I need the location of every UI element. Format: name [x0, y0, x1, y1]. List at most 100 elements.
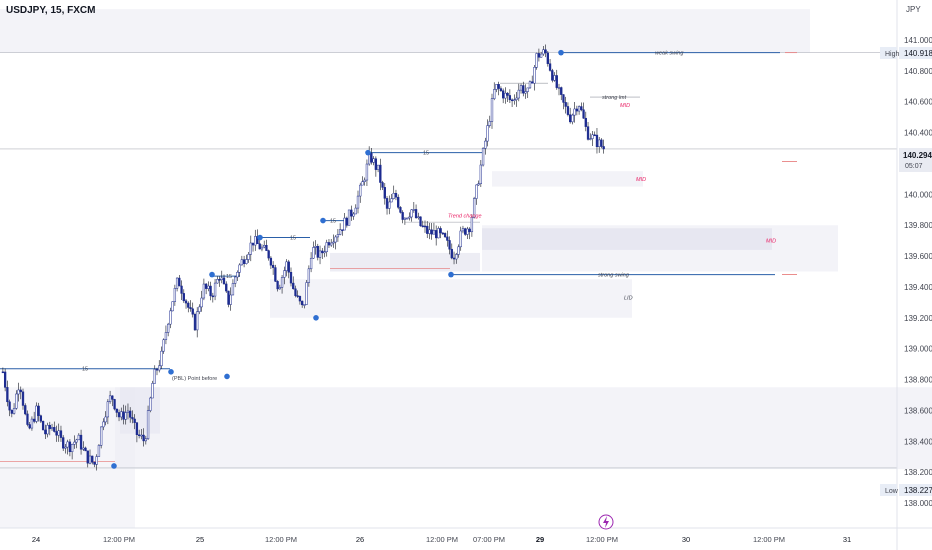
candle-body — [405, 217, 409, 220]
candle-body — [595, 134, 599, 147]
candle-body — [439, 228, 442, 234]
candle-body — [591, 134, 594, 139]
candle-body — [506, 92, 509, 96]
swing-point — [448, 271, 454, 278]
candle-body — [207, 285, 210, 289]
candle-body — [443, 233, 447, 238]
candle-body — [187, 302, 190, 308]
candle-body — [178, 277, 181, 287]
time-tick-label: 25 — [196, 535, 204, 544]
candle-body — [305, 282, 308, 305]
lightning-icon[interactable] — [598, 514, 614, 530]
candle-body — [517, 89, 520, 99]
candle-body — [421, 225, 424, 228]
candle-body — [457, 246, 460, 255]
candle-body — [162, 339, 165, 352]
candle-body — [77, 434, 80, 441]
candle-body — [316, 245, 319, 258]
annotation-label: 15 — [226, 274, 232, 280]
candle-body — [336, 234, 340, 238]
candle-body — [1, 371, 5, 374]
high-tag-label: High — [885, 51, 900, 58]
candle-body — [428, 229, 431, 234]
candle-body — [3, 371, 7, 388]
candle-body — [280, 277, 284, 288]
candle-body — [350, 209, 353, 217]
candle-body — [86, 450, 89, 464]
price-tick-label: 141.000 — [904, 36, 932, 45]
candle-body — [519, 85, 523, 91]
candle-body — [164, 332, 168, 340]
candle-body — [298, 296, 302, 302]
candle-body — [238, 264, 241, 273]
high-tag: High 140.918 — [880, 47, 932, 59]
candle-body — [75, 439, 78, 443]
candle-body — [461, 228, 465, 232]
time-axis[interactable]: 24 12:00 PM 25 12:00 PM 26 12:00 PM 07:00 PM 29… — [32, 535, 851, 544]
candle-body — [450, 248, 453, 259]
last-price-value: 140.294 — [903, 151, 932, 160]
candle-body — [122, 411, 125, 420]
candle-body — [30, 418, 34, 429]
candle-body — [423, 225, 427, 228]
currency-label: JPY — [906, 5, 921, 14]
candle-body — [100, 426, 103, 446]
candle-body — [64, 446, 67, 449]
candle-body — [544, 49, 547, 54]
candle-body — [180, 285, 183, 294]
candle-body — [432, 230, 436, 235]
swing-point — [224, 373, 230, 380]
candle-body — [582, 109, 585, 119]
candle-body — [510, 99, 514, 102]
candle-body — [50, 427, 54, 430]
candle-body — [553, 75, 556, 81]
candle-body — [97, 445, 101, 457]
zones-layer — [0, 9, 932, 528]
candle-body — [584, 117, 587, 127]
time-tick-label: 29 — [536, 535, 544, 544]
candle-body — [323, 251, 326, 254]
candle-body — [260, 246, 264, 250]
candle-body — [21, 391, 25, 406]
candle-body — [381, 182, 384, 188]
time-tick-label: 12:00 PM — [103, 535, 135, 544]
candle-body — [153, 368, 156, 384]
candle-body — [533, 67, 536, 84]
candle-body — [403, 217, 407, 220]
candle-body — [242, 259, 246, 264]
candle-body — [372, 158, 375, 163]
candle-body — [477, 183, 480, 186]
candle-body — [504, 92, 507, 99]
zone-lower-left — [0, 387, 135, 528]
candle-body — [140, 434, 143, 437]
candle-body — [146, 410, 150, 440]
candle-body — [327, 242, 331, 246]
candle-body — [151, 383, 154, 399]
time-tick-label: 31 — [843, 535, 851, 544]
time-tick-label: 12:00 PM — [753, 535, 785, 544]
candle-body — [209, 285, 212, 297]
last-price-countdown: 05:07 — [905, 163, 923, 170]
time-tick-label: 26 — [356, 535, 364, 544]
candle-body — [88, 455, 92, 464]
candle-body — [46, 424, 49, 435]
candle-body — [370, 152, 373, 163]
candle-body — [573, 108, 576, 116]
annotation-label: MID — [636, 177, 646, 183]
annotation-label: 15 — [330, 219, 336, 225]
candle-body — [338, 229, 342, 235]
candle-body — [59, 430, 63, 438]
candle-body — [341, 229, 344, 231]
candle-body — [345, 217, 348, 226]
candle-body — [55, 431, 58, 436]
candle-body — [524, 91, 527, 94]
candle-body — [225, 283, 228, 292]
price-tick-label: 138.000 — [904, 499, 932, 508]
price-tick-label: 138.400 — [904, 437, 932, 446]
candle-body — [551, 70, 554, 81]
candle-body — [57, 430, 60, 436]
candle-body — [267, 250, 270, 259]
candle-body — [537, 53, 541, 58]
candle-body — [158, 365, 161, 371]
